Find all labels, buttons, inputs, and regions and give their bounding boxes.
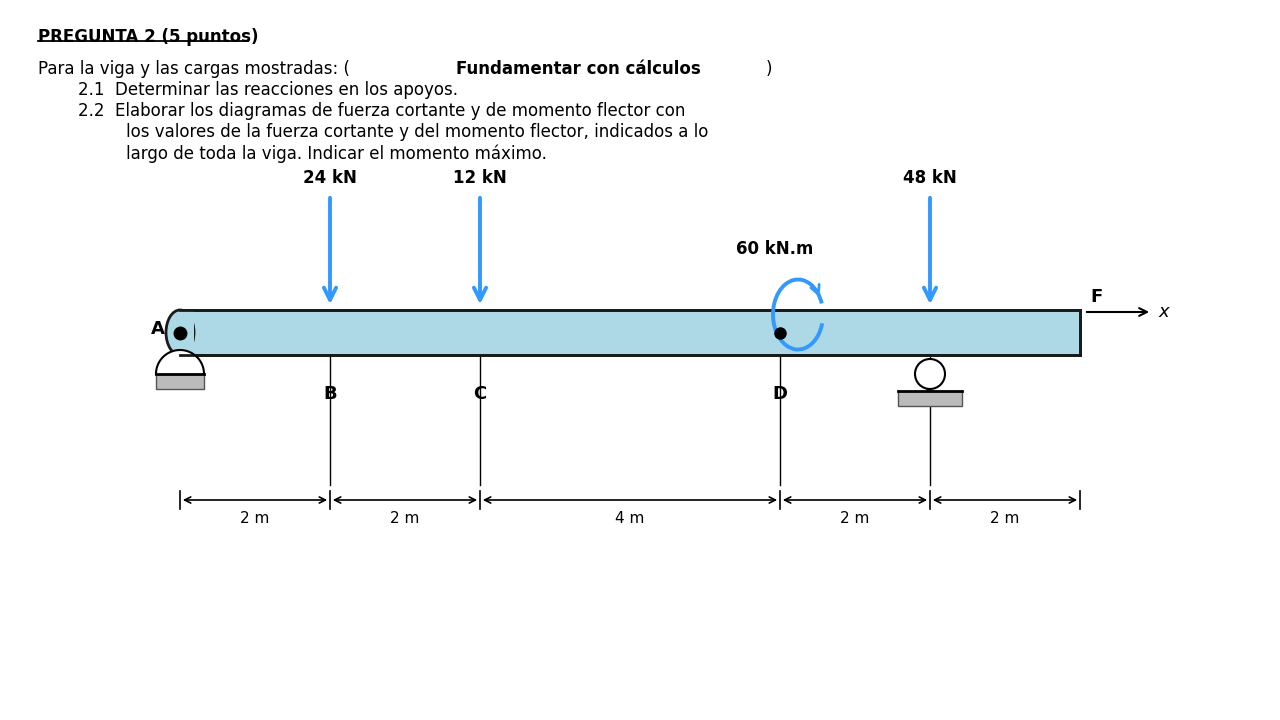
Circle shape [915, 359, 945, 389]
Text: 2 m: 2 m [840, 511, 869, 526]
Text: B: B [323, 385, 337, 403]
Bar [899, 391, 963, 406]
Text: ): ) [765, 60, 773, 78]
Bar [156, 374, 204, 389]
Text: 2 m: 2 m [390, 511, 420, 526]
Text: D: D [773, 385, 787, 403]
Text: Fundamentar con cálculos: Fundamentar con cálculos [456, 60, 700, 78]
Text: C: C [474, 385, 486, 403]
Text: F: F [1091, 288, 1102, 306]
Text: 2.2  Elaborar los diagramas de fuerza cortante y de momento flector con: 2.2 Elaborar los diagramas de fuerza cor… [78, 102, 685, 120]
Text: PREGUNTA 2 (5 puntos): PREGUNTA 2 (5 puntos) [38, 28, 259, 46]
Text: Para la viga y las cargas mostradas: (: Para la viga y las cargas mostradas: ( [38, 60, 349, 78]
Text: 2 m: 2 m [241, 511, 270, 526]
Text: 2.1  Determinar las reacciones en los apoyos.: 2.1 Determinar las reacciones en los apo… [78, 81, 458, 99]
Text: 48 kN: 48 kN [904, 169, 957, 187]
Bar [180, 310, 1080, 355]
Text: 2 m: 2 m [991, 511, 1020, 526]
Text: A: A [151, 320, 165, 338]
Text: $x$: $x$ [1158, 303, 1171, 321]
Text: 24 kN: 24 kN [303, 169, 357, 187]
Text: E: E [924, 385, 936, 403]
Text: los valores de la fuerza cortante y del momento flector, indicados a lo: los valores de la fuerza cortante y del … [125, 123, 708, 141]
Text: 60 kN.m: 60 kN.m [736, 240, 814, 258]
Bar [180, 310, 195, 355]
Ellipse shape [166, 310, 195, 355]
Polygon shape [156, 350, 204, 374]
Text: largo de toda la viga. Indicar el momento máximo.: largo de toda la viga. Indicar el moment… [125, 144, 547, 163]
Text: 4 m: 4 m [616, 511, 645, 526]
Text: 12 kN: 12 kN [453, 169, 507, 187]
